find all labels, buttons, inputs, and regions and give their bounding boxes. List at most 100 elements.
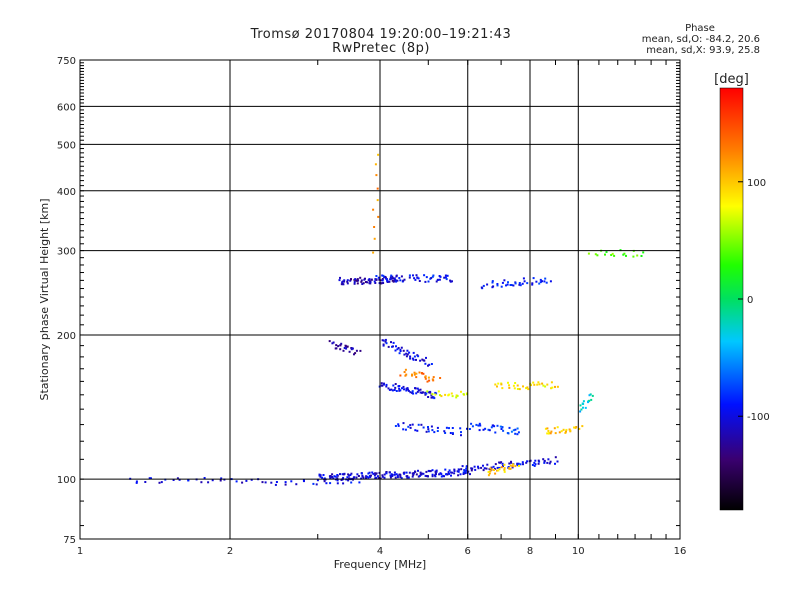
data-point [158,481,161,484]
data-point [346,282,349,285]
data-point [462,473,465,475]
data-point [554,432,557,435]
data-point [582,403,585,405]
data-point [623,252,626,255]
data-point [417,469,419,472]
data-point [357,475,360,477]
data-point [415,392,418,395]
data-point [346,279,349,282]
data-point [349,279,352,282]
data-point [422,472,425,475]
data-point [368,282,371,285]
data-point [176,477,179,480]
data-point [579,404,582,407]
data-point [381,279,384,282]
data-point [336,477,339,480]
y-tick-label: 100 [57,475,76,486]
data-point [448,472,450,475]
data-point [596,254,599,257]
data-point [579,410,582,413]
data-point [375,174,378,177]
data-point [543,280,546,283]
data-point [420,472,423,475]
data-point [353,476,356,479]
data-point [342,476,345,479]
data-point [498,468,501,471]
data-point [372,251,375,254]
data-point [465,465,468,468]
data-point [350,278,352,281]
data-point [451,280,453,283]
data-point [393,473,396,476]
data-point [537,381,540,384]
data-point [488,472,491,475]
data-point [486,283,489,286]
data-point [469,473,471,476]
data-point [245,479,248,482]
data-point [335,347,338,350]
data-point [541,382,544,385]
data-point [448,393,451,396]
data-point [425,356,427,359]
data-point [394,383,397,385]
data-point [508,462,511,465]
data-point [395,345,397,348]
data-point [360,280,363,283]
data-point [514,382,517,384]
data-point [419,471,422,474]
data-point [312,482,315,485]
data-point [413,355,416,358]
data-point [426,390,429,393]
data-point [457,470,460,473]
data-point [550,387,553,390]
data-point [503,467,506,469]
data-point [329,476,332,479]
colorbar-label: [deg] [714,72,749,87]
data-point [457,474,460,477]
data-point [493,469,495,471]
data-point [549,432,552,435]
data-point [453,472,456,475]
data-point [332,477,335,480]
data-point [517,462,520,465]
data-point [510,284,513,286]
data-point [531,282,534,285]
data-point [340,342,343,345]
data-point [418,280,421,282]
data-point [433,431,436,434]
data-point [501,462,504,465]
data-point [393,277,396,280]
data-point [451,432,454,435]
data-point [554,456,557,459]
data-point [408,276,411,279]
data-point [428,379,431,382]
data-point [398,352,401,355]
data-point [302,479,305,482]
data-point [544,277,547,280]
data-point [428,470,431,473]
data-point [356,278,359,281]
data-point [346,345,349,348]
data-point [488,429,491,432]
grid-lines [80,60,680,539]
data-point [413,373,416,376]
data-point [395,274,398,277]
data-point [416,429,419,432]
data-point [399,279,402,282]
data-point [414,387,417,390]
data-point [148,477,151,480]
chart-subtitle: RwPretec (8p) [332,41,430,56]
data-point [509,467,512,470]
data-point [329,475,332,477]
data-point [390,341,392,344]
data-point [525,387,527,390]
data-point [372,472,375,475]
data-point [406,475,409,478]
data-point [537,462,540,465]
data-point [425,430,428,433]
data-point [406,353,409,356]
data-point [565,428,568,431]
phase-stats: Phase mean, sd,O: -84.2, 20.6 mean, sd,X… [560,23,760,56]
data-point [387,345,390,348]
data-point [503,279,506,282]
